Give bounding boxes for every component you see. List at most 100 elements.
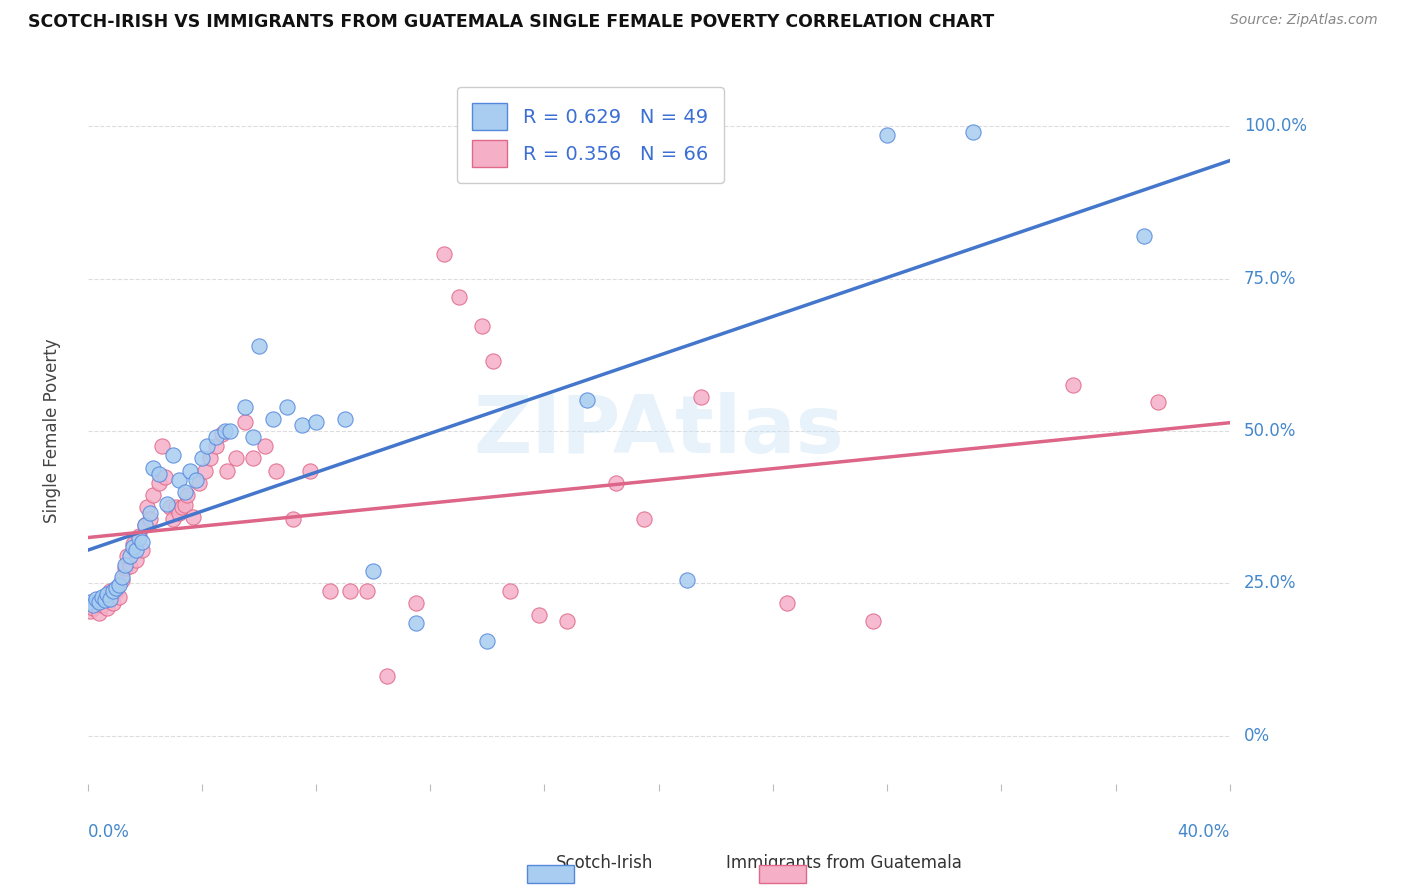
Point [120, 549, 142, 563]
Point [299, 464, 322, 478]
Point [242, 430, 264, 444]
Text: 0%: 0% [1244, 727, 1270, 745]
Point [90, 590, 112, 604]
Point [93, 593, 115, 607]
Point [108, 590, 131, 604]
Point [225, 451, 247, 466]
Point [159, 500, 181, 515]
Point [433, 247, 456, 261]
Point [114, 558, 136, 572]
Point [405, 596, 427, 610]
Point [555, 614, 578, 628]
Point [194, 464, 217, 478]
Point [200, 451, 222, 466]
Point [862, 614, 884, 628]
Point [361, 564, 384, 578]
Point [217, 464, 239, 478]
Point [93, 591, 115, 606]
Point [162, 512, 184, 526]
Text: 40.0%: 40.0% [1177, 823, 1230, 841]
Point [173, 498, 195, 512]
Point [98, 591, 121, 606]
Point [96, 587, 118, 601]
Point [170, 500, 193, 515]
Point [576, 393, 599, 408]
Point [98, 583, 121, 598]
Point [87, 594, 110, 608]
Point [96, 600, 118, 615]
Point [527, 607, 550, 622]
Point [262, 411, 284, 425]
Point [247, 338, 270, 352]
Text: 75.0%: 75.0% [1244, 269, 1296, 287]
Point [165, 500, 187, 515]
Point [142, 460, 165, 475]
Point [117, 549, 139, 563]
Point [136, 500, 159, 515]
Text: 100.0%: 100.0% [1244, 117, 1306, 136]
Point [633, 512, 655, 526]
Text: Scotch-Irish: Scotch-Irish [555, 855, 654, 872]
Text: SCOTCH-IRISH VS IMMIGRANTS FROM GUATEMALA SINGLE FEMALE POVERTY CORRELATION CHAR: SCOTCH-IRISH VS IMMIGRANTS FROM GUATEMAL… [28, 13, 994, 31]
Point [375, 669, 398, 683]
Point [233, 415, 256, 429]
Point [1062, 378, 1084, 392]
Point [128, 531, 150, 545]
Point [122, 540, 145, 554]
Text: Source: ZipAtlas.com: Source: ZipAtlas.com [1230, 13, 1378, 28]
Point [142, 488, 165, 502]
Point [187, 475, 209, 490]
Point [233, 400, 256, 414]
Text: ZIPAtlas: ZIPAtlas [474, 392, 844, 470]
Point [305, 415, 328, 429]
Point [79, 604, 101, 618]
Point [447, 290, 470, 304]
Point [108, 577, 131, 591]
Point [148, 467, 170, 481]
Point [1147, 394, 1170, 409]
Point [114, 561, 136, 575]
Point [173, 484, 195, 499]
Point [776, 596, 799, 610]
Point [319, 583, 342, 598]
Point [111, 574, 134, 588]
Point [962, 125, 984, 139]
Point [167, 506, 190, 520]
Point [79, 594, 101, 608]
Point [181, 510, 204, 524]
Point [482, 354, 505, 368]
Point [148, 475, 170, 490]
Legend: R = 0.629   N = 49, R = 0.356   N = 66: R = 0.629 N = 49, R = 0.356 N = 66 [457, 87, 724, 183]
Point [333, 411, 356, 425]
Point [214, 424, 236, 438]
Point [690, 391, 713, 405]
Point [87, 606, 110, 620]
Point [84, 596, 107, 610]
Text: 25.0%: 25.0% [1244, 574, 1296, 592]
Point [264, 464, 287, 478]
Point [205, 439, 228, 453]
Point [134, 518, 156, 533]
Point [134, 518, 156, 533]
Point [291, 417, 314, 432]
Point [499, 583, 522, 598]
Point [125, 553, 148, 567]
Point [131, 542, 153, 557]
Point [197, 439, 219, 453]
Point [120, 559, 142, 574]
Point [82, 600, 104, 615]
Point [90, 598, 112, 612]
Point [139, 512, 162, 526]
Point [471, 319, 494, 334]
Point [281, 512, 304, 526]
Point [179, 464, 201, 478]
Point [103, 583, 125, 598]
Point [128, 529, 150, 543]
Point [111, 570, 134, 584]
Text: 50.0%: 50.0% [1244, 422, 1296, 440]
Point [876, 128, 898, 143]
Point [184, 473, 207, 487]
Point [253, 439, 276, 453]
Point [153, 469, 176, 483]
Point [605, 475, 627, 490]
